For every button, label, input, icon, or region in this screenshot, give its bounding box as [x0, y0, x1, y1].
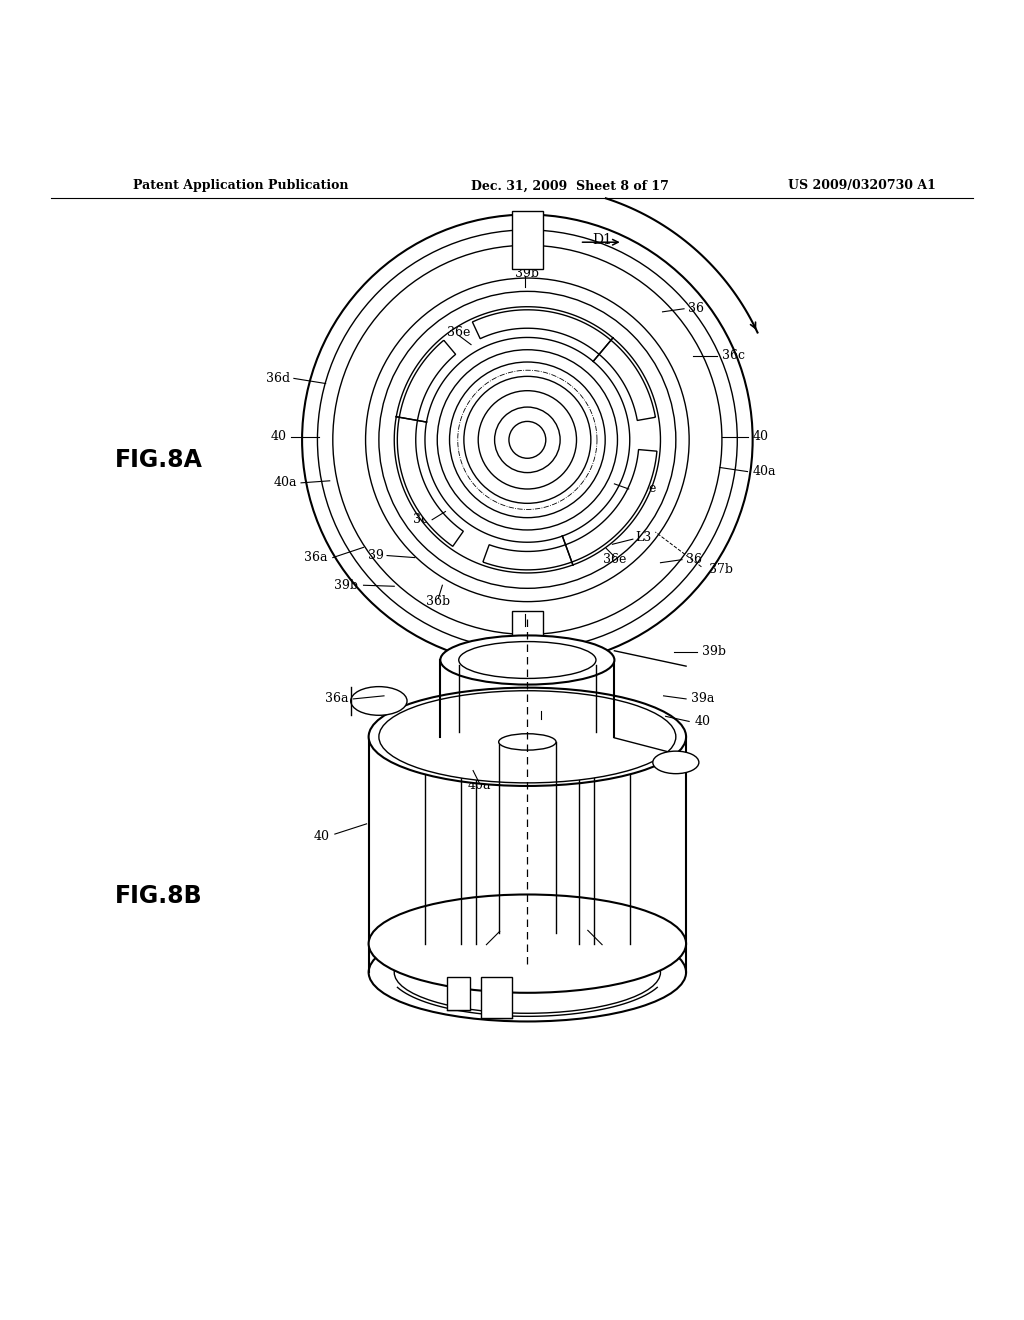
- Text: 36d: 36d: [265, 372, 290, 385]
- Ellipse shape: [369, 688, 686, 785]
- Ellipse shape: [653, 751, 699, 774]
- Bar: [481, 977, 512, 1019]
- Text: 39a: 39a: [691, 693, 715, 705]
- Text: D1: D1: [592, 234, 611, 247]
- Text: 39b: 39b: [515, 268, 540, 280]
- Text: 36f: 36f: [471, 942, 492, 956]
- Ellipse shape: [425, 704, 630, 770]
- Text: 36b: 36b: [426, 595, 451, 609]
- Ellipse shape: [369, 923, 686, 1022]
- FancyBboxPatch shape: [512, 611, 543, 668]
- Ellipse shape: [459, 642, 596, 678]
- Text: 36c: 36c: [722, 350, 744, 363]
- Text: 36a: 36a: [325, 693, 348, 705]
- Ellipse shape: [440, 635, 614, 685]
- Text: FIG.8A: FIG.8A: [115, 449, 203, 473]
- Text: 40: 40: [694, 715, 711, 727]
- Text: Patent Application Publication: Patent Application Publication: [133, 180, 348, 193]
- Ellipse shape: [350, 686, 408, 715]
- Text: 36e: 36e: [603, 553, 626, 566]
- Text: 40a: 40a: [273, 477, 297, 490]
- Text: 40: 40: [313, 830, 330, 842]
- Text: Dec. 31, 2009  Sheet 8 of 17: Dec. 31, 2009 Sheet 8 of 17: [471, 180, 669, 193]
- Bar: [447, 977, 470, 1010]
- Ellipse shape: [394, 932, 660, 1014]
- Text: 39: 39: [532, 702, 549, 715]
- Circle shape: [317, 230, 737, 649]
- Text: 36b: 36b: [606, 942, 631, 956]
- Text: 39b: 39b: [335, 578, 358, 591]
- Text: 40: 40: [270, 430, 287, 444]
- Text: US 2009/0320730 A1: US 2009/0320730 A1: [788, 180, 936, 193]
- FancyBboxPatch shape: [512, 211, 543, 269]
- PathPatch shape: [483, 450, 657, 570]
- Text: 39b: 39b: [702, 645, 726, 659]
- Text: 40a: 40a: [753, 465, 776, 478]
- Text: 36e: 36e: [633, 483, 656, 495]
- PathPatch shape: [472, 310, 655, 421]
- Text: 40a: 40a: [468, 779, 490, 792]
- Ellipse shape: [369, 895, 686, 993]
- Text: 39: 39: [368, 549, 384, 562]
- Text: 37b: 37b: [709, 564, 732, 577]
- Text: 36: 36: [686, 553, 702, 566]
- Text: 36e: 36e: [447, 326, 470, 339]
- PathPatch shape: [397, 341, 463, 546]
- Text: 39b: 39b: [515, 623, 540, 636]
- Text: FIG.8B: FIG.8B: [115, 883, 203, 908]
- Ellipse shape: [499, 734, 556, 750]
- Text: 36e: 36e: [414, 513, 436, 527]
- Ellipse shape: [379, 690, 676, 783]
- Text: L3: L3: [635, 531, 651, 544]
- Text: 36: 36: [688, 302, 705, 315]
- Text: 36a: 36a: [304, 552, 328, 564]
- Text: 40: 40: [753, 430, 769, 444]
